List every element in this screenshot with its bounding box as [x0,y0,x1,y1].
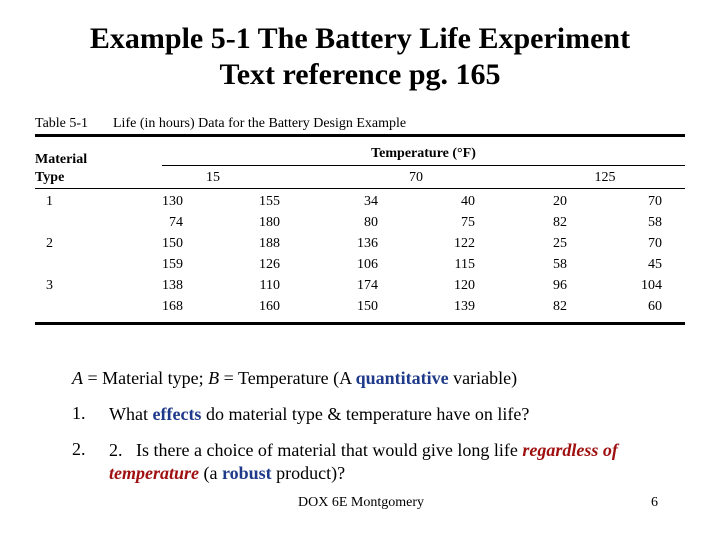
intro-text: variable) [448,368,518,388]
item-segment: of temperature [109,440,627,483]
cell: 20 [553,194,567,209]
item-segment: regardless [522,440,599,460]
intro-text: = Material type; [83,368,209,388]
cell: 82 [553,299,567,314]
table-caption-label: Table 5-1 [35,116,89,131]
cell: 60 [648,299,662,314]
intro-text: B [208,368,220,388]
cell: 115 [454,257,475,272]
cell: 34 [364,194,378,209]
cell: 139 [454,299,475,314]
cell: 180 [259,215,280,230]
page-number: 6 [651,495,658,510]
footer: DOX 6E Montgomery [298,495,424,510]
cell: 136 [357,236,378,251]
item-segment: (a [199,463,222,483]
intro-text: = Temperature (A [219,368,356,388]
cell: 75 [461,215,475,230]
title-line: Example 5-1 The Battery Life Experiment [89,22,631,55]
rule [35,134,685,137]
temperature: 70 [409,170,423,185]
cell: 96 [553,278,567,293]
cell: 159 [162,257,183,272]
item-segment: product)? [271,463,346,483]
cell: 110 [259,278,280,293]
material: 3 [46,278,53,293]
cell: 104 [641,278,662,293]
cell: 150 [162,236,183,251]
cell: 45 [648,257,662,272]
cell: 70 [648,194,662,209]
cell: 25 [553,236,567,251]
intro-text: quantitative [355,368,449,388]
material: 2 [46,236,53,251]
cell: 188 [259,236,280,251]
item-segment: robust [221,463,272,483]
table-caption: Life (in hours) Data for the Battery Des… [113,116,407,131]
intro: A = Material type; B = Temperature (A qu… [72,368,517,389]
rule [35,322,685,325]
cell: 120 [454,278,475,293]
cell: 174 [357,278,378,293]
cell: 168 [162,299,183,314]
title-line: Text reference pg. 165 [219,58,501,91]
cell: 130 [162,194,183,209]
item-number: 2. [72,439,86,459]
cell: 155 [259,194,280,209]
cell: 126 [259,257,280,272]
item-segment: 2. Is there a choice of material that wo… [109,440,523,460]
temperature: 125 [594,170,616,185]
item-text: 2. Is there a choice of material that wo… [109,439,669,485]
intro-text: A [72,368,83,388]
cell: 138 [162,278,183,293]
item-segment: What [109,404,153,424]
cell: 122 [454,236,475,251]
material-header: Material [35,152,88,167]
cell: 74 [169,215,183,230]
item-segment: do material type & temperature have on l… [201,404,530,424]
cell: 80 [364,215,378,230]
cell: 40 [461,194,475,209]
cell: 58 [648,215,662,230]
item-number: 1. [72,403,86,423]
cell: 160 [259,299,280,314]
cell: 82 [553,215,567,230]
cell: 150 [357,299,378,314]
temperature-header: Temperature (°F) [371,146,476,161]
rule [35,188,685,189]
item-text: What effects do material type & temperat… [109,403,669,426]
item-segment: effects [152,404,202,424]
temperature: 15 [206,170,220,185]
rule [162,165,685,166]
cell: 70 [648,236,662,251]
cell: 58 [553,257,567,272]
material-header: Type [35,170,65,185]
material: 1 [46,194,53,209]
cell: 106 [357,257,378,272]
